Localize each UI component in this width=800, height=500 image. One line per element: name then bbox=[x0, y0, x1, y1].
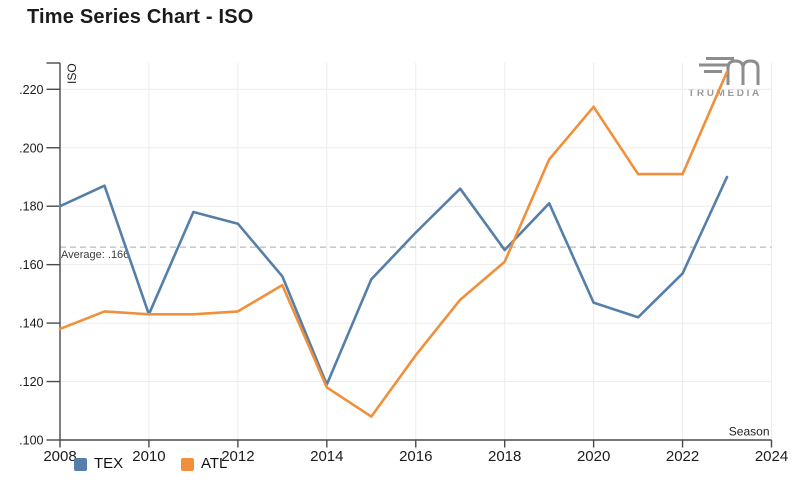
x-tick-label: 2010 bbox=[132, 448, 165, 465]
x-tick-label: 2018 bbox=[488, 448, 521, 465]
x-tick-label: 2022 bbox=[666, 448, 699, 465]
x-tick-label: 2012 bbox=[221, 448, 254, 465]
x-tick-label: 2016 bbox=[399, 448, 432, 465]
y-axis-title: ISO bbox=[65, 63, 79, 84]
y-tick-label: .160 bbox=[19, 258, 43, 272]
legend-item-atl[interactable]: ATL bbox=[181, 456, 227, 472]
average-line-label: Average: .166 bbox=[61, 249, 129, 261]
y-tick-label: .140 bbox=[19, 317, 43, 331]
x-tick-label: 2020 bbox=[577, 448, 610, 465]
x-axis-title: Season bbox=[729, 425, 770, 439]
atl-legend-label: ATL bbox=[201, 455, 228, 472]
legend-item-tex[interactable]: TEX bbox=[74, 456, 123, 472]
x-tick-label: 2008 bbox=[43, 448, 76, 465]
x-tick-label: 2024 bbox=[755, 448, 788, 465]
atl-color-swatch bbox=[181, 457, 194, 471]
tex-legend-label: TEX bbox=[94, 455, 124, 472]
y-tick-label: .220 bbox=[19, 83, 43, 97]
y-tick-label: .200 bbox=[19, 141, 43, 155]
trumedia-logo-text: TRUMEDIA bbox=[688, 88, 762, 99]
atl-series-line bbox=[58, 70, 729, 418]
y-tick-label: .120 bbox=[19, 375, 43, 389]
trumedia-logo: TRUMEDIA bbox=[687, 54, 763, 99]
page-title: Time Series Chart - ISO bbox=[27, 6, 254, 28]
y-tick-label: .180 bbox=[19, 200, 43, 214]
y-tick-label: .100 bbox=[19, 434, 43, 448]
trumedia-logo-icon bbox=[699, 57, 760, 85]
x-tick-label: 2014 bbox=[310, 448, 343, 465]
tex-color-swatch bbox=[74, 457, 87, 471]
tex-series-line bbox=[58, 175, 729, 386]
chart-legend: TEX ATL bbox=[0, 456, 800, 476]
